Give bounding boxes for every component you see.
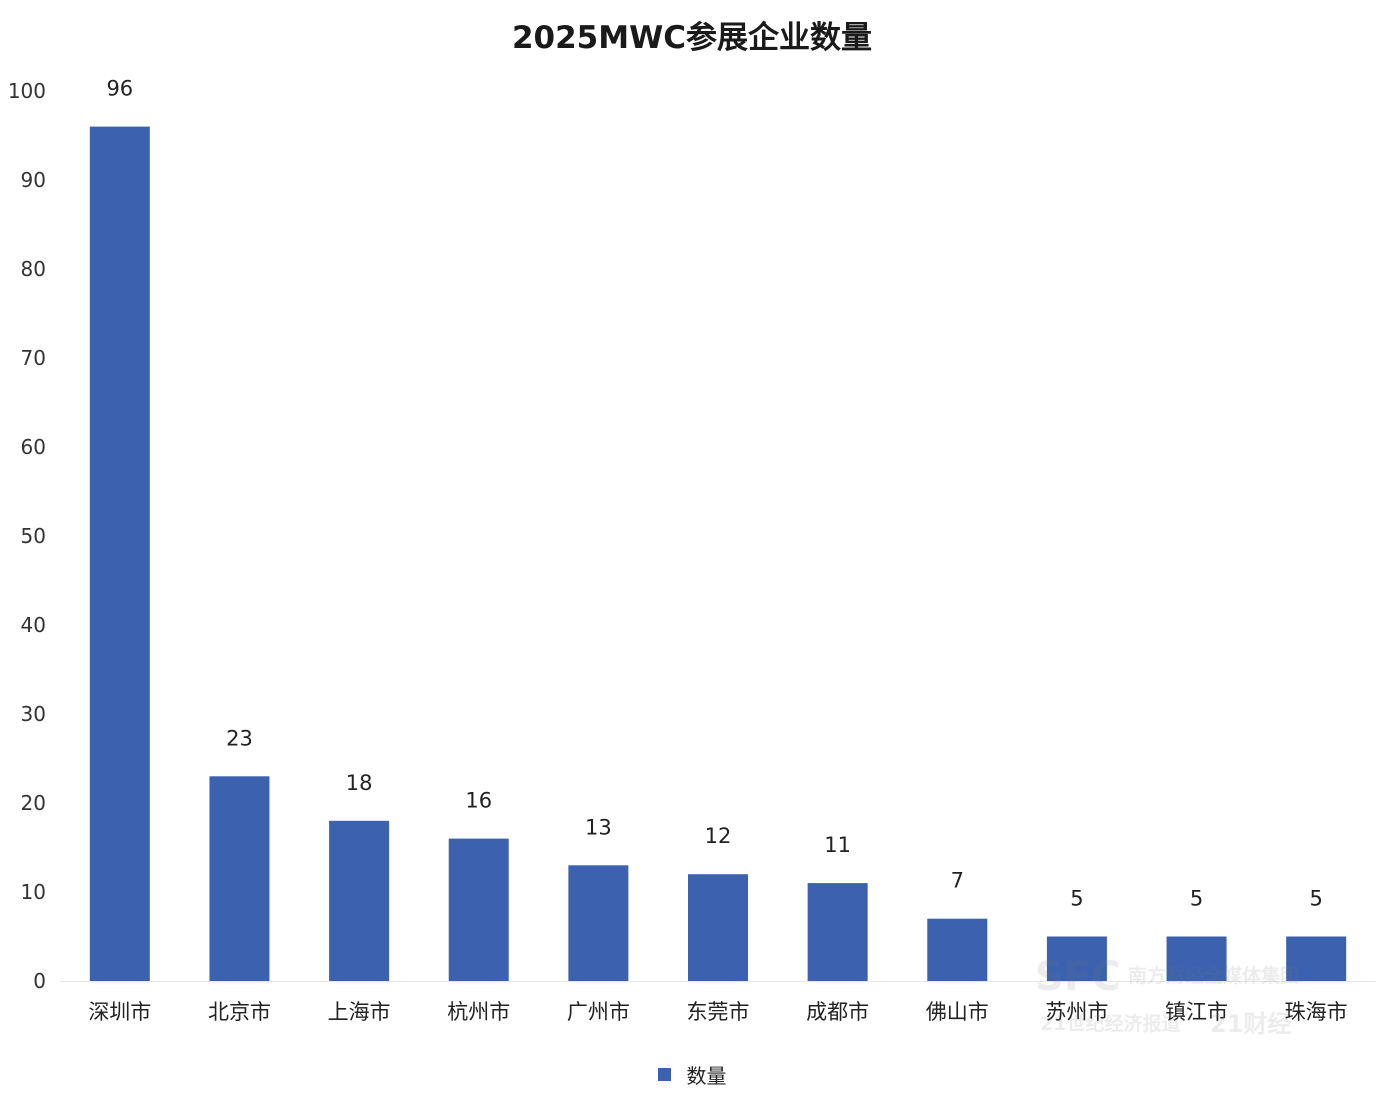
x-tick-label: 成都市 xyxy=(806,1000,869,1024)
y-tick-label: 50 xyxy=(21,524,46,548)
bars: 96 23 18 16 13 12 11 7 5 5 5 xyxy=(90,77,1346,981)
bar xyxy=(688,874,748,981)
legend: 数量 xyxy=(0,1060,1384,1089)
data-label: 18 xyxy=(346,771,373,795)
watermark-line1: 南方财经全媒体集团 xyxy=(1128,964,1299,987)
x-tick-label: 上海市 xyxy=(328,1000,391,1024)
x-tick-label: 北京市 xyxy=(208,1000,271,1024)
bar xyxy=(808,883,868,981)
x-tick-label: 东莞市 xyxy=(687,1000,750,1024)
y-tick-label: 10 xyxy=(21,880,46,904)
y-axis: 0 10 20 30 40 50 60 70 80 90 100 xyxy=(8,79,46,993)
y-tick-label: 20 xyxy=(21,791,46,815)
bar xyxy=(209,776,269,981)
y-tick-label: 70 xyxy=(21,346,46,370)
data-label: 96 xyxy=(106,77,133,101)
data-label: 7 xyxy=(951,869,964,893)
bar xyxy=(449,839,509,981)
y-tick-label: 0 xyxy=(33,969,46,993)
legend-swatch xyxy=(658,1068,671,1081)
y-tick-label: 30 xyxy=(21,702,46,726)
bar xyxy=(90,127,150,981)
data-label: 12 xyxy=(705,824,732,848)
legend-label: 数量 xyxy=(687,1060,727,1089)
watermark-line3: 21财经 xyxy=(1210,1010,1291,1038)
data-label: 11 xyxy=(824,833,851,857)
watermark-line2: 21世纪经济报道 xyxy=(1040,1012,1180,1035)
data-label: 13 xyxy=(585,815,612,839)
y-tick-label: 90 xyxy=(21,168,46,192)
y-tick-label: 100 xyxy=(8,79,46,103)
bar xyxy=(568,865,628,981)
watermark-sfc: SFC xyxy=(1035,954,1121,1000)
y-tick-label: 80 xyxy=(21,257,46,281)
x-tick-label: 佛山市 xyxy=(926,1000,989,1024)
bar xyxy=(329,821,389,981)
bar xyxy=(927,919,987,981)
x-tick-label: 珠海市 xyxy=(1285,1000,1348,1024)
x-tick-label: 广州市 xyxy=(567,1000,630,1024)
data-label: 5 xyxy=(1070,887,1083,911)
data-label: 23 xyxy=(226,726,253,750)
x-tick-label: 杭州市 xyxy=(447,1000,510,1024)
data-label: 5 xyxy=(1190,887,1203,911)
y-tick-label: 40 xyxy=(21,613,46,637)
data-label: 5 xyxy=(1309,887,1322,911)
x-tick-label: 深圳市 xyxy=(88,1000,151,1024)
y-tick-label: 60 xyxy=(21,435,46,459)
data-label: 16 xyxy=(465,789,492,813)
watermark-logo: SFC 南方财经全媒体集团 21世纪经济报道 21财经 xyxy=(1035,954,1299,1038)
